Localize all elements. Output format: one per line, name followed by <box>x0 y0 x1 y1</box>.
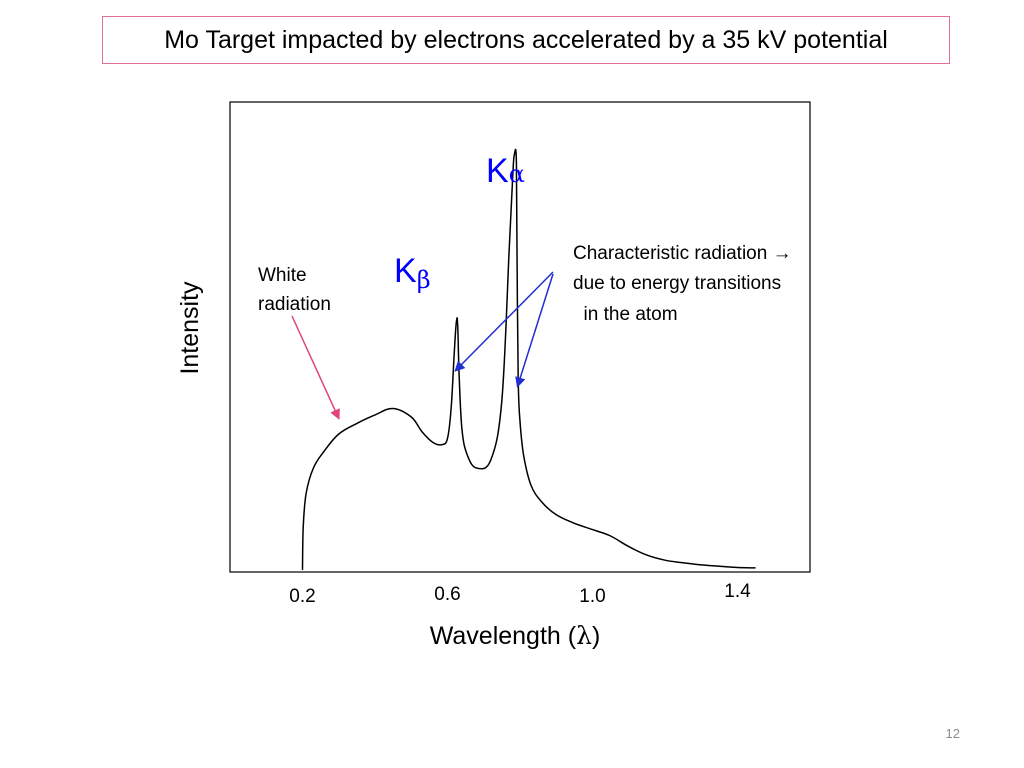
k-alpha-label: Kα <box>486 152 525 190</box>
page-number: 12 <box>945 726 960 741</box>
y-axis-label: Intensity <box>176 281 204 375</box>
characteristic-arrow-kalpha <box>515 273 554 388</box>
k-beta-label: Kβ <box>394 252 431 294</box>
white-radiation-annotation: White radiation <box>258 265 340 420</box>
characteristic-radiation-annotation: Characteristic radiation → due to energy… <box>454 243 792 388</box>
characteristic-line-1: Characteristic radiation → <box>573 243 792 264</box>
x-tick-label: 1.0 <box>579 586 605 607</box>
x-tick-labels: 0.2 0.6 1.0 1.4 <box>289 581 751 607</box>
plot-frame <box>229 101 811 573</box>
x-tick-label: 1.4 <box>724 581 751 602</box>
x-axis-label: Wavelength (λ) <box>430 621 601 650</box>
characteristic-line-2: due to energy transitions <box>573 273 781 294</box>
intensity-curve <box>301 148 756 571</box>
x-tick-label: 0.6 <box>434 584 460 605</box>
slide-title: Mo Target impacted by electrons accelera… <box>102 16 950 64</box>
x-tick-label: 0.2 <box>289 586 315 607</box>
characteristic-arrow-kbeta <box>454 271 554 372</box>
white-radiation-arrow <box>291 315 340 420</box>
white-radiation-line-1: White <box>258 265 307 286</box>
white-radiation-line-2: radiation <box>258 294 331 315</box>
characteristic-line-3: in the atom <box>573 304 678 325</box>
